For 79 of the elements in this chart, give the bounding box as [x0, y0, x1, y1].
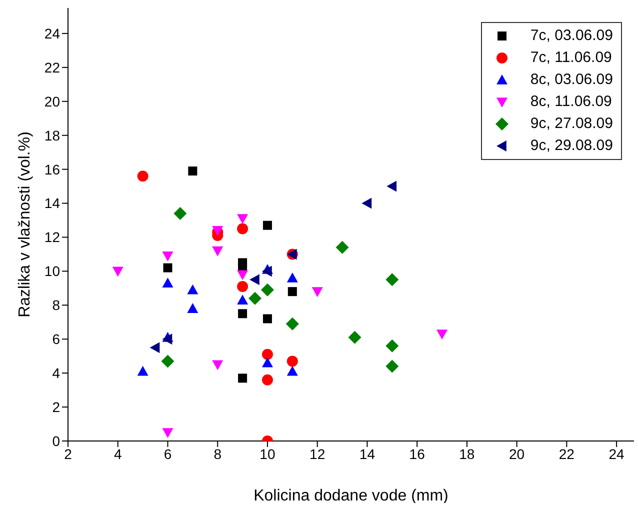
point	[386, 360, 399, 373]
point	[187, 284, 198, 294]
legend-label: 7c, 03.06.09	[530, 26, 613, 46]
point	[237, 223, 248, 234]
point	[162, 278, 174, 288]
point	[312, 287, 323, 298]
legend-label: 8c, 11.06.09	[530, 92, 612, 112]
point	[174, 206, 187, 220]
x-tick-label: 16	[409, 446, 426, 462]
point	[262, 374, 273, 386]
x-tick-label: 8	[214, 446, 222, 462]
y-tick-label: 24	[44, 25, 60, 42]
point	[262, 266, 272, 277]
point	[238, 262, 248, 271]
point	[112, 266, 124, 277]
point	[238, 374, 248, 383]
point	[137, 170, 148, 182]
legend-label: 9c, 29.08.09	[530, 136, 613, 156]
point	[286, 272, 298, 282]
point	[162, 334, 172, 345]
x-tick-label: 6	[164, 446, 172, 462]
point	[286, 356, 298, 367]
point	[187, 303, 198, 313]
y-tick-label: 2	[52, 399, 60, 416]
y-tick-label: 12	[44, 229, 60, 246]
x-tick-label: 12	[310, 446, 326, 462]
point	[262, 220, 272, 230]
y-tick-label: 14	[44, 195, 60, 212]
x-tick-label: 2	[64, 446, 72, 462]
point	[161, 354, 174, 368]
point	[188, 166, 198, 176]
y-tick-label: 4	[52, 365, 60, 382]
point	[348, 330, 362, 344]
point	[286, 366, 298, 376]
point	[362, 198, 372, 209]
point	[150, 342, 160, 354]
point	[288, 287, 297, 296]
point	[262, 348, 273, 360]
x-tick-label: 4	[114, 446, 122, 462]
y-tick-label: 20	[44, 93, 60, 110]
point	[248, 292, 262, 305]
point	[238, 309, 248, 318]
point	[262, 357, 273, 368]
point	[237, 270, 248, 280]
y-tick-label: 22	[44, 59, 60, 76]
point	[163, 263, 172, 272]
point	[162, 252, 174, 262]
point	[137, 366, 148, 376]
x-tick-label: 14	[359, 446, 376, 462]
y-tick-label: 18	[44, 127, 60, 144]
legend-label: 9c, 27.08.09	[530, 114, 613, 134]
point	[237, 214, 248, 224]
x-tick-label: 22	[558, 446, 575, 462]
y-tick-label: 0	[52, 432, 60, 449]
point	[212, 246, 224, 256]
point	[250, 274, 260, 286]
x-tick-label: 20	[509, 446, 525, 462]
point	[162, 428, 174, 438]
point	[386, 273, 399, 286]
x-tick-label: 10	[260, 446, 276, 462]
point	[212, 360, 224, 370]
y-tick-label: 10	[44, 263, 60, 280]
x-tick-label: 18	[459, 446, 475, 462]
y-axis-title: Razlika v vlažnosti (vol.%)	[16, 132, 34, 318]
legend-label: 7c, 11.06.09	[530, 48, 612, 68]
point	[237, 280, 248, 292]
legend-label: 8c, 03.06.09	[530, 70, 613, 90]
point	[260, 283, 274, 296]
point	[386, 339, 399, 352]
point	[336, 240, 349, 254]
y-tick-label: 16	[44, 161, 60, 178]
point	[262, 314, 272, 324]
y-tick-label: 6	[52, 331, 60, 348]
y-tick-label: 8	[52, 297, 60, 314]
point	[436, 330, 448, 340]
point	[386, 180, 397, 192]
point	[237, 294, 248, 304]
point	[286, 317, 299, 330]
x-tick-label: 24	[608, 446, 625, 462]
